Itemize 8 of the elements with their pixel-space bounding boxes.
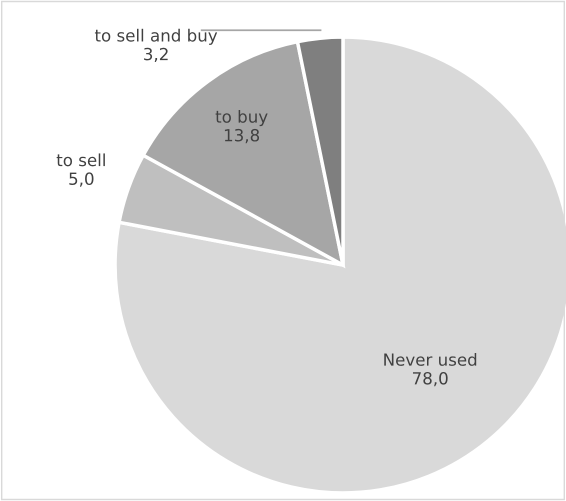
data-label: 5,0 [69, 172, 94, 187]
data-label: 13,8 [224, 128, 260, 144]
data-label: 78,0 [412, 372, 448, 386]
slice-label: to sell and buy [94, 28, 218, 45]
slice-label: Never used [384, 353, 476, 366]
slice-label: to sell [56, 153, 105, 166]
data-label: 3,2 [144, 48, 168, 62]
slice-label: to buy [216, 110, 268, 126]
